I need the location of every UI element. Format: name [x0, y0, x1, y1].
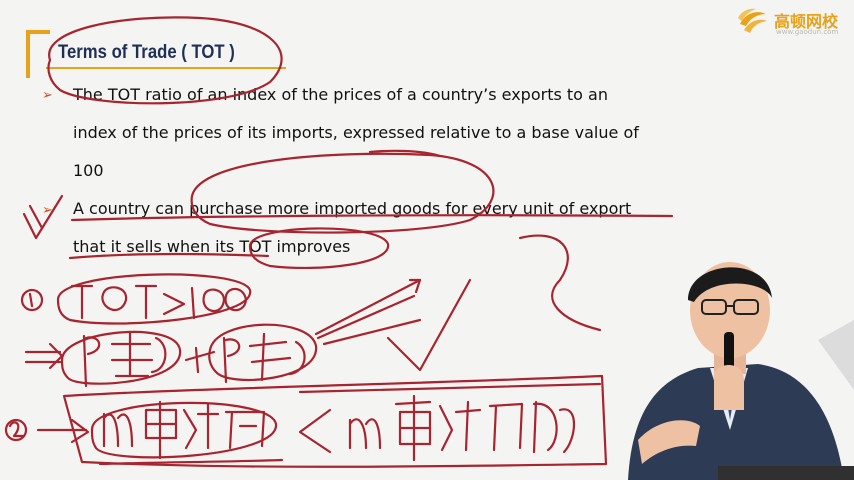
slide-title: Terms of Trade ( TOT ): [58, 42, 235, 63]
bullet-1-line-3: 100: [73, 161, 104, 180]
bullet-1-line-2: index of the prices of its imports, expr…: [73, 123, 639, 142]
title-bracket: [26, 30, 50, 78]
bullet-2-line-2: that it sells when its TOT improves: [73, 237, 351, 256]
presenter-video: [628, 262, 854, 480]
gaodun-logo-icon: [738, 8, 767, 33]
bullet-2-line-1: A country can purchase more imported goo…: [73, 199, 632, 218]
logo-name: 高顿网校: [774, 12, 839, 31]
bullet-marker-2: ➢: [42, 203, 53, 218]
bullet-marker-1: ➢: [42, 88, 53, 103]
gaodun-logo: 高顿网校 www.gaodun.com: [736, 4, 848, 40]
logo-url: www.gaodun.com: [776, 28, 839, 36]
title-underline: [46, 67, 286, 69]
